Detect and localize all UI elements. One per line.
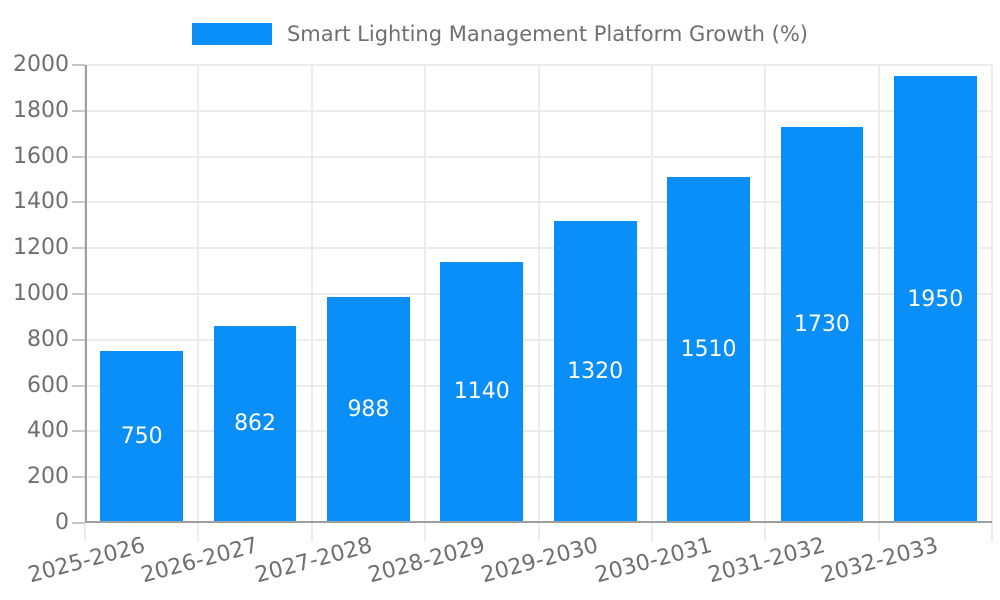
- y-axis-tick-label: 400: [27, 418, 69, 444]
- x-axis-tick-label: 2027-2028: [252, 533, 375, 589]
- x-axis-tick-label: 2030-2031: [592, 533, 715, 589]
- y-axis-tick: [72, 338, 85, 341]
- x-axis-line: [85, 521, 992, 523]
- gridline-vertical: [764, 65, 767, 542]
- y-axis-tick-label: 2000: [13, 52, 69, 77]
- x-axis-tick-label: 2029-2030: [478, 533, 602, 589]
- bar-value-label: 1320: [567, 358, 624, 384]
- y-axis-tick: [72, 430, 85, 433]
- plot-area: 0 200 400 600 800 1000 1200 1400 1600 1800 2000 75…: [13, 54, 993, 588]
- bar-value-label: 750: [120, 424, 163, 450]
- y-axis-line: [85, 65, 87, 523]
- bar-value-label: 1950: [907, 286, 964, 312]
- bar: 750: [100, 351, 184, 523]
- bar: 988: [327, 296, 410, 523]
- bar-value-label: 1730: [793, 311, 850, 337]
- bar-slot: 1730 2031-2032: [706, 65, 878, 588]
- legend-swatch[interactable]: [191, 23, 272, 45]
- y-axis-tick-label: 600: [27, 372, 69, 398]
- y-axis-tick-label: 1800: [13, 97, 69, 123]
- x-axis-tick-label: 2028-2029: [365, 533, 488, 589]
- y-axis-tick-label: 1000: [13, 281, 69, 306]
- gridline-vertical: [877, 65, 880, 542]
- y-axis-tick-label: 1400: [13, 189, 69, 215]
- y-axis-tick: [72, 384, 85, 387]
- gridline-vertical: [310, 65, 313, 542]
- bars: 750 2025-2026 862 2026-2027 988 2027-2028 1140…: [25, 65, 992, 588]
- bar: 1730: [780, 126, 864, 523]
- y-axis-tick: [72, 476, 85, 479]
- gridline-vertical: [650, 65, 653, 542]
- gridline-vertical: [991, 65, 993, 542]
- y-axis-tick: [72, 247, 85, 250]
- gridline-vertical: [197, 65, 200, 542]
- bar-slot: 1510 2030-2031: [592, 65, 765, 588]
- bar-value-label: 862: [234, 411, 277, 437]
- bar: 1510: [667, 177, 750, 523]
- y-axis-tick-label: 0: [55, 510, 69, 535]
- y-axis-tick-label: 1600: [13, 143, 69, 169]
- x-axis-tick-label: 2031-2032: [705, 533, 828, 589]
- bar: 862: [213, 325, 297, 523]
- y-axis-tick: [72, 155, 85, 158]
- x-axis-tick-label: 2025-2026: [25, 533, 148, 589]
- bar-slot: 1140 2028-2029: [365, 65, 538, 588]
- y-axis-tick: [72, 293, 85, 295]
- bar: 1320: [553, 220, 637, 523]
- bar-value-label: 1510: [680, 337, 737, 363]
- y-axis-tick: [72, 64, 85, 66]
- bar-slot: 988 2027-2028: [252, 65, 425, 588]
- bar-slot: 750 2025-2026: [25, 65, 198, 588]
- gridline-vertical: [537, 65, 540, 542]
- y-axis-tick: [72, 109, 85, 112]
- gridline-vertical: [424, 65, 427, 542]
- bar-value-label: 988: [347, 396, 390, 422]
- x-axis-tick-label: 2032-2033: [818, 533, 942, 589]
- y-axis-tick-label: 800: [27, 326, 69, 352]
- legend[interactable]: Smart Lighting Management Platform Growt…: [0, 16, 1000, 52]
- bar-value-label: 1140: [453, 379, 510, 405]
- y-axis-tick: [72, 201, 85, 204]
- bar-slot: 1320 2029-2030: [479, 65, 652, 588]
- y-axis-tick-label: 200: [27, 464, 69, 490]
- x-axis-tick-label: 2026-2027: [138, 533, 262, 589]
- y-axis-tick-label: 1200: [13, 235, 69, 261]
- bar: 1950: [893, 76, 977, 523]
- y-axis-tick: [72, 522, 85, 524]
- bar-slot: 862 2026-2027: [139, 65, 311, 588]
- legend-label[interactable]: Smart Lighting Management Platform Growt…: [286, 22, 809, 46]
- bar-slot: 1950 2032-2033: [819, 65, 992, 588]
- bar: 1140: [440, 261, 524, 523]
